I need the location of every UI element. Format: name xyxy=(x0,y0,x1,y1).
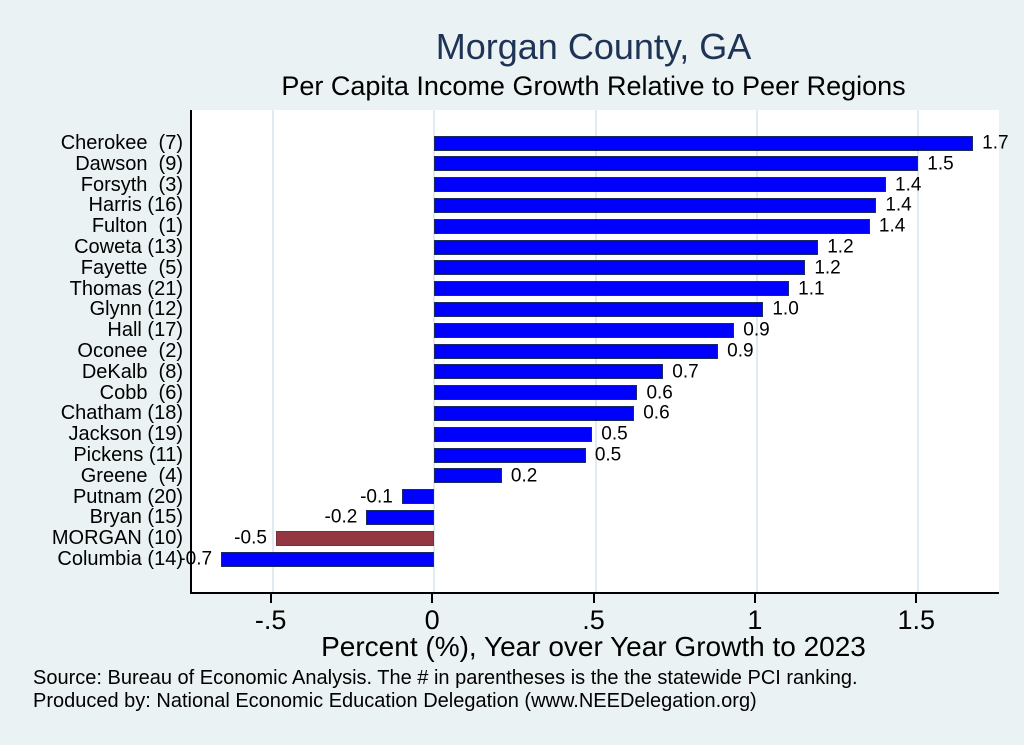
chart-subtitle: Per Capita Income Growth Relative to Pee… xyxy=(281,71,906,101)
value-label: 0.5 xyxy=(601,423,628,445)
footer-notes: Source: Bureau of Economic Analysis. The… xyxy=(33,667,993,713)
value-label: 1.4 xyxy=(878,215,906,237)
value-label: 0.9 xyxy=(743,319,770,341)
plot-area: 1.7 1.5 1.4 1.4 1.4 1.2 1.2 1.1 1.0 0.9 0.9 0.7 0.6 0… xyxy=(179,110,1009,594)
category-label: Greene (4) xyxy=(80,464,183,487)
value-label: 0.6 xyxy=(646,382,673,404)
gridline--.5 xyxy=(271,110,274,592)
bar-peer xyxy=(434,156,919,172)
category-label: Putnam (20) xyxy=(72,485,183,508)
value-label: 0.2 xyxy=(510,465,538,487)
x-tickmark xyxy=(592,594,595,603)
value-label: 0.6 xyxy=(643,402,670,424)
value-label: -0.1 xyxy=(360,486,393,508)
value-label: 1.5 xyxy=(927,153,954,175)
x-tickmark xyxy=(431,594,434,603)
value-label: 1.4 xyxy=(895,174,922,196)
category-label: Glynn (12) xyxy=(89,298,183,321)
category-label: Bryan (15) xyxy=(89,506,183,529)
bar-peer xyxy=(434,218,870,234)
bar-peer xyxy=(434,405,635,421)
category-label: MORGAN (10) xyxy=(51,527,183,550)
value-label: 1.2 xyxy=(827,236,854,258)
bar-peer xyxy=(434,197,877,213)
value-label: -0.7 xyxy=(179,548,213,570)
x-tick-label: .5 xyxy=(582,605,605,635)
category-label: Forsyth (3) xyxy=(80,173,183,196)
category-label: Harris (16) xyxy=(88,194,183,217)
category-label: DeKalb (8) xyxy=(81,360,183,383)
x-axis-title: Percent (%), Year over Year Growth to 20… xyxy=(321,631,866,662)
category-label: Columbia (14) xyxy=(57,548,183,570)
category-label: Cobb (6) xyxy=(99,381,183,404)
value-label: 1.1 xyxy=(798,278,825,300)
category-label: Dawson (9) xyxy=(75,152,183,175)
bar-highlight xyxy=(275,530,435,546)
category-label: Cherokee (7) xyxy=(60,132,183,154)
bar-peer xyxy=(434,426,593,442)
bar-peer xyxy=(434,468,502,484)
value-label: 0.9 xyxy=(727,340,754,362)
bar-peer xyxy=(401,489,435,505)
value-label: 0.7 xyxy=(672,361,699,383)
category-label: Jackson (19) xyxy=(68,423,184,446)
value-label: 1.2 xyxy=(814,257,841,279)
bar-peer xyxy=(434,301,764,317)
bar-peer xyxy=(434,260,806,276)
x-tick-label: 1 xyxy=(747,605,763,635)
category-label: Thomas (21) xyxy=(69,277,183,300)
x-tick-label: 1.5 xyxy=(897,605,936,635)
category-label: Coweta (13) xyxy=(74,236,183,258)
value-label: 0.5 xyxy=(594,444,622,466)
bar-peer xyxy=(434,281,790,297)
bar-peer xyxy=(434,135,974,151)
bar-peer xyxy=(434,239,819,255)
bar-peer xyxy=(221,551,435,567)
source-note: Source: Bureau of Economic Analysis. The… xyxy=(33,667,858,689)
category-label: Oconee (2) xyxy=(77,340,183,362)
value-label: 1.4 xyxy=(885,194,912,216)
value-label: 1.7 xyxy=(982,132,1009,154)
category-label: Hall (17) xyxy=(107,319,183,342)
value-label: -0.5 xyxy=(234,527,267,549)
gridline-1 xyxy=(755,110,758,592)
category-label: Fulton (1) xyxy=(91,215,183,238)
bar-peer xyxy=(366,509,435,525)
x-tickmark xyxy=(915,594,918,603)
chart-title: Morgan County, GA xyxy=(435,26,752,67)
category-label: Pickens (11) xyxy=(73,444,183,466)
bar-peer xyxy=(434,177,886,193)
x-tick-label: -.5 xyxy=(254,605,287,635)
y-axis-category-labels: Cherokee (7) Dawson (9) Forsyth (3) Harris … xyxy=(0,110,183,592)
value-label: 1.0 xyxy=(772,298,799,320)
gridline-1.5 xyxy=(917,110,920,592)
category-label: Chatham (18) xyxy=(60,402,183,425)
bar-peer xyxy=(434,385,638,401)
x-tickmark xyxy=(753,594,756,603)
bar-peer xyxy=(434,447,586,463)
bar-peer xyxy=(434,343,719,359)
bar-peer xyxy=(434,322,735,338)
bar-peer xyxy=(434,364,664,380)
x-tickmark xyxy=(269,594,272,603)
category-label: Fayette (5) xyxy=(80,256,183,279)
produced-by-note: Produced by: National Economic Education… xyxy=(33,690,757,712)
value-label: -0.2 xyxy=(324,506,358,528)
x-axis: -.5 0 .5 1 1.5 xyxy=(190,592,997,652)
x-tick-label: 0 xyxy=(424,605,440,635)
